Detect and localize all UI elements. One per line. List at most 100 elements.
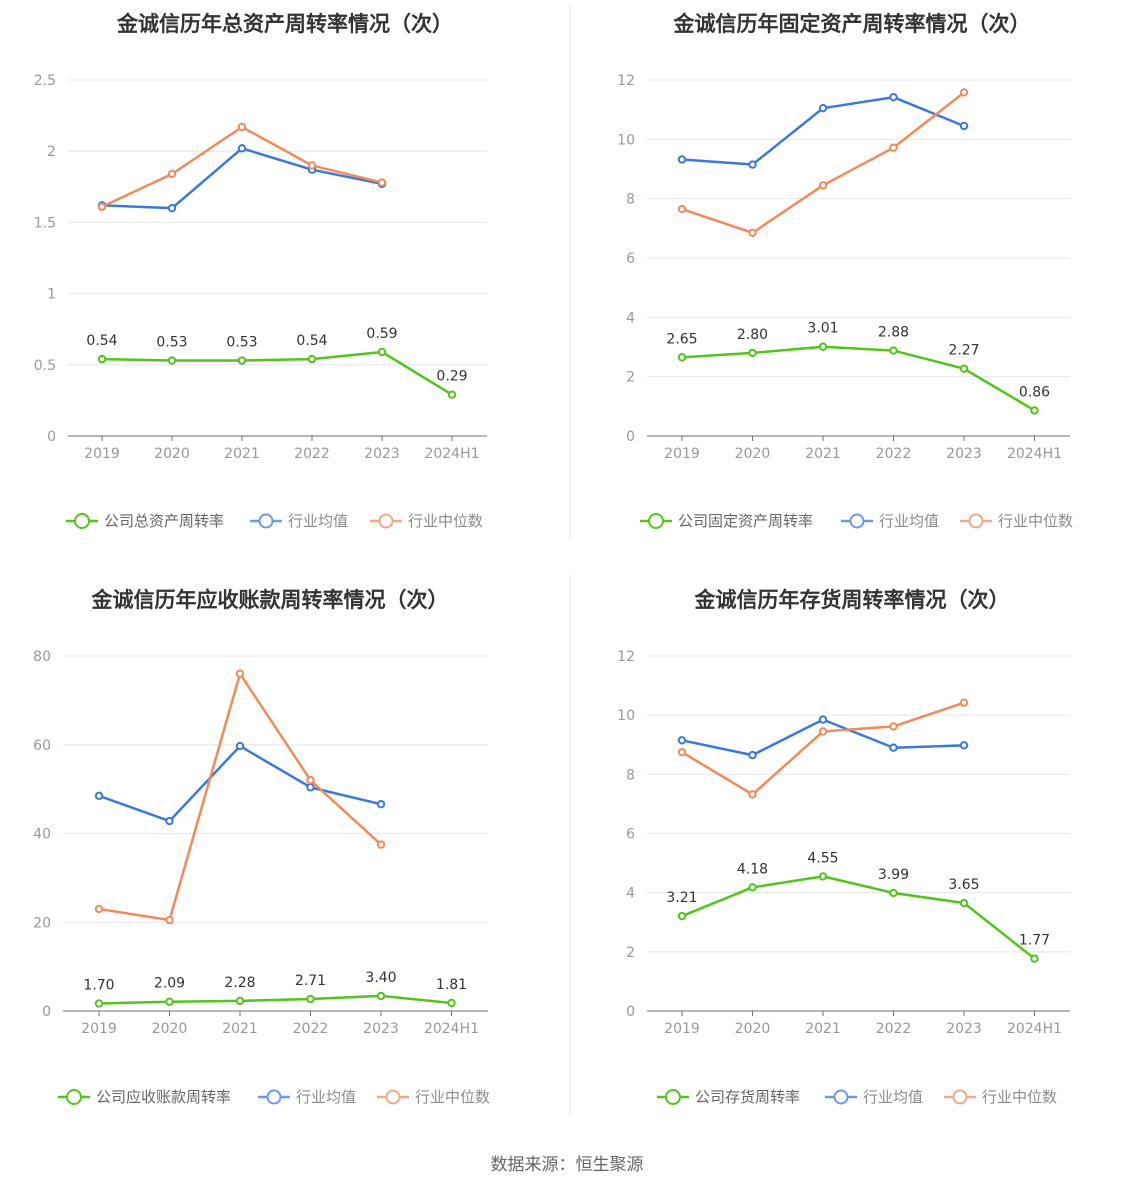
legend-item-avg: 行业均值 — [258, 1088, 356, 1106]
data-point-median — [818, 181, 828, 190]
data-label: 0.59 — [366, 326, 397, 342]
data-label: 3.99 — [878, 867, 909, 883]
series-line-median — [101, 125, 383, 208]
y-tick-label: 0 — [626, 429, 635, 445]
x-tick-label: 2021 — [805, 446, 841, 462]
data-point-avg — [165, 816, 174, 826]
legend-swatch-marker — [833, 1089, 849, 1105]
legend-item-avg: 行业均值 — [250, 512, 348, 530]
legend-swatch-marker — [968, 513, 984, 529]
y-tick-label: 40 — [33, 827, 51, 843]
data-point-median — [889, 722, 898, 731]
data-label: 2.65 — [666, 331, 697, 347]
data-point-company — [1030, 954, 1039, 963]
data-label: 3.40 — [365, 970, 396, 986]
data-point-avg — [167, 203, 177, 213]
x-tick-label: 2020 — [154, 446, 190, 462]
x-tick-label: 2022 — [294, 446, 330, 462]
data-point-company — [447, 998, 456, 1008]
series-line-avg — [101, 147, 383, 210]
data-point-company — [376, 991, 386, 1001]
data-label: 2.09 — [154, 976, 185, 992]
data-label: 2.88 — [878, 325, 909, 341]
data-label: 2.71 — [295, 973, 326, 989]
legend-label: 行业均值 — [879, 512, 939, 530]
data-label: 4.55 — [807, 850, 838, 866]
y-tick-label: 0 — [42, 1004, 51, 1020]
x-tick-label: 2019 — [664, 1021, 700, 1037]
chart-panel-2: 金诚信历年固定资产周转率情况（次） 0 2 4 6 8 10 12 2019 2020 2021 20… — [617, 12, 1073, 530]
legend-item-avg: 行业均值 — [841, 512, 939, 530]
y-tick-label: 4 — [626, 886, 635, 902]
legend-swatch-marker — [74, 513, 90, 529]
x-tick-label: 2023 — [364, 446, 400, 462]
series-line-median — [98, 672, 382, 922]
y-tick-label: 2 — [626, 945, 635, 961]
legend-item-company: 公司存货周转率 — [657, 1088, 800, 1106]
series-line-avg — [681, 718, 965, 757]
y-tick-label: 6 — [626, 251, 635, 267]
data-point-median — [376, 840, 386, 849]
x-tick-label: 2023 — [946, 446, 982, 462]
data-label: 0.29 — [436, 369, 467, 385]
y-tick-label: 60 — [33, 738, 51, 754]
legend-item-median: 行业中位数 — [377, 1088, 490, 1106]
data-label: 1.70 — [83, 977, 114, 993]
y-tick-label: 6 — [626, 827, 635, 843]
legend-label: 行业中位数 — [415, 1088, 490, 1106]
data-point-median — [94, 904, 104, 914]
data-label: 2.28 — [224, 975, 255, 991]
data-label: 0.54 — [86, 333, 117, 349]
data-label: 3.01 — [807, 321, 838, 337]
data-label: 3.65 — [948, 877, 979, 893]
legend-swatch-marker — [385, 1089, 401, 1105]
data-point-company — [306, 994, 315, 1004]
data-point-median — [306, 776, 315, 785]
data-point-company — [97, 354, 107, 364]
x-tick-label: 2022 — [876, 1021, 912, 1037]
y-tick-label: 2.5 — [34, 73, 56, 89]
legend-label: 行业中位数 — [982, 1088, 1057, 1106]
y-tick-label: 0 — [626, 1004, 635, 1020]
y-tick-label: 1.5 — [34, 215, 56, 231]
data-point-avg — [237, 144, 247, 153]
legend-swatch-marker — [849, 513, 865, 529]
chart-panel-3: 金诚信历年应收账款周转率情况（次） 0 20 40 60 80 2019 2020 2021 20… — [33, 588, 490, 1106]
x-tick-label: 2024H1 — [1007, 1021, 1062, 1037]
data-point-company — [818, 342, 828, 351]
data-point-median — [959, 698, 969, 707]
y-tick-label: 10 — [617, 132, 635, 148]
legend-swatch-marker — [952, 1089, 968, 1105]
data-point-company — [235, 996, 245, 1006]
y-tick-label: 2 — [626, 370, 635, 386]
data-point-median — [377, 178, 387, 187]
series-line-company — [681, 875, 1036, 960]
chart-title: 金诚信历年应收账款周转率情况（次） — [91, 588, 449, 612]
legend-swatch-marker — [258, 513, 274, 529]
series-line-company — [681, 345, 1036, 412]
data-point-median — [165, 915, 174, 925]
data-point-avg — [677, 155, 687, 164]
chart-title: 金诚信历年存货周转率情况（次） — [694, 588, 1010, 612]
legend-item-company: 公司固定资产周转率 — [640, 512, 813, 530]
y-tick-label: 10 — [617, 708, 635, 724]
y-tick-label: 20 — [33, 915, 51, 931]
legend-label: 公司总资产周转率 — [104, 512, 224, 530]
chart-title: 金诚信历年总资产周转率情况（次） — [116, 12, 453, 36]
data-label: 1.81 — [436, 977, 467, 993]
y-tick-label: 12 — [617, 73, 635, 89]
chart-title: 金诚信历年固定资产周转率情况（次） — [673, 12, 1031, 36]
data-point-company — [818, 872, 828, 881]
data-point-company — [1030, 406, 1039, 415]
legend-item-company: 公司总资产周转率 — [66, 512, 224, 530]
x-tick-label: 2024H1 — [1007, 446, 1062, 462]
data-point-avg — [748, 160, 757, 169]
data-point-median — [235, 669, 245, 678]
y-tick-label: 8 — [626, 767, 635, 783]
legend-item-median: 行业中位数 — [944, 1088, 1057, 1106]
legend-item-median: 行业中位数 — [960, 512, 1073, 530]
data-point-company — [748, 883, 757, 892]
y-tick-label: 0 — [47, 429, 56, 445]
data-point-avg — [959, 121, 969, 131]
